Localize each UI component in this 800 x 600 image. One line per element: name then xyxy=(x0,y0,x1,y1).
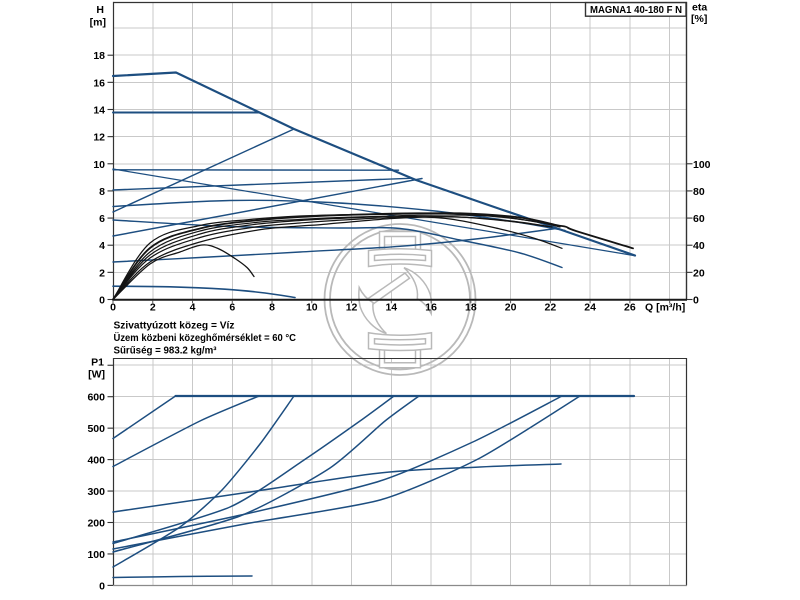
svg-text:300: 300 xyxy=(87,486,105,498)
svg-text:12: 12 xyxy=(93,132,105,144)
svg-text:[m]: [m] xyxy=(90,17,106,29)
svg-text:Üzem közbeni közeghőmérséklet: Üzem közbeni közeghőmérséklet = 60 °C xyxy=(114,331,297,344)
svg-text:2: 2 xyxy=(99,267,105,279)
svg-text:18: 18 xyxy=(465,302,477,314)
svg-text:Sűrűség = 983.2 kg/m³: Sűrűség = 983.2 kg/m³ xyxy=(114,345,217,357)
svg-text:20: 20 xyxy=(693,267,705,279)
svg-text:[%]: [%] xyxy=(691,13,707,25)
svg-text:0: 0 xyxy=(99,580,105,592)
svg-text:16: 16 xyxy=(93,77,105,89)
svg-text:Q [m³/h]: Q [m³/h] xyxy=(645,302,685,314)
svg-text:24: 24 xyxy=(584,302,596,314)
svg-text:14: 14 xyxy=(93,104,105,116)
svg-text:18: 18 xyxy=(93,50,105,62)
svg-text:0: 0 xyxy=(693,295,699,307)
svg-text:22: 22 xyxy=(545,302,557,314)
svg-text:20: 20 xyxy=(505,302,517,314)
svg-text:500: 500 xyxy=(87,423,105,435)
svg-text:6: 6 xyxy=(229,302,235,314)
svg-text:eta: eta xyxy=(692,2,707,14)
svg-text:100: 100 xyxy=(693,159,711,171)
svg-text:H: H xyxy=(96,4,104,16)
svg-text:16: 16 xyxy=(425,302,437,314)
svg-text:14: 14 xyxy=(385,302,397,314)
svg-text:4: 4 xyxy=(99,240,105,252)
svg-text:8: 8 xyxy=(99,186,105,198)
svg-text:12: 12 xyxy=(346,302,358,314)
svg-text:2: 2 xyxy=(150,302,156,314)
svg-text:10: 10 xyxy=(93,159,105,171)
svg-text:400: 400 xyxy=(87,455,105,467)
svg-text:40: 40 xyxy=(693,240,705,252)
svg-text:8: 8 xyxy=(269,302,275,314)
svg-text:100: 100 xyxy=(87,549,105,561)
svg-text:6: 6 xyxy=(99,213,105,225)
svg-text:26: 26 xyxy=(624,302,636,314)
svg-text:0: 0 xyxy=(99,295,105,307)
svg-text:MAGNA1 40-180 F N: MAGNA1 40-180 F N xyxy=(590,4,682,16)
svg-text:[W]: [W] xyxy=(88,369,105,381)
svg-text:P1: P1 xyxy=(91,357,104,369)
svg-text:0: 0 xyxy=(110,302,116,314)
svg-text:80: 80 xyxy=(693,186,705,198)
svg-text:60: 60 xyxy=(693,213,705,225)
svg-text:200: 200 xyxy=(87,518,105,530)
svg-text:600: 600 xyxy=(87,392,105,404)
svg-text:4: 4 xyxy=(190,302,196,314)
svg-text:Szivattyúzott közeg = Víz: Szivattyúzott közeg = Víz xyxy=(114,320,235,332)
svg-text:10: 10 xyxy=(306,302,318,314)
